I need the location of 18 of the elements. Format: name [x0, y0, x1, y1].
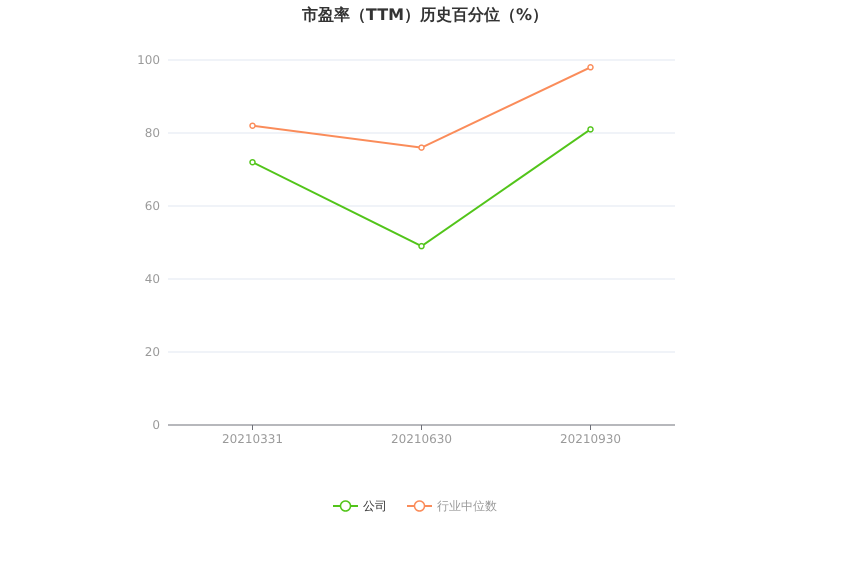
x-tick-label: 20210930 [560, 432, 622, 446]
y-tick-label: 0 [152, 418, 160, 432]
y-tick-label: 20 [144, 345, 160, 359]
point [587, 126, 594, 133]
point [418, 144, 425, 151]
x-tick-label: 20210630 [390, 432, 452, 446]
point [418, 242, 425, 250]
point [587, 64, 594, 71]
legend-label: 公司 [363, 499, 387, 513]
y-tick-label: 100 [137, 53, 160, 67]
y-tick-label: 80 [144, 126, 160, 140]
chart-title: 市盈率（TTM）历史百分位（%） [300, 5, 548, 24]
y-tick-label: 40 [144, 272, 160, 286]
y-tick-label: 60 [144, 199, 160, 213]
point [249, 158, 256, 166]
x-tick-label: 20210331 [222, 432, 284, 446]
point [249, 122, 256, 129]
legend-label: 行业中位数 [437, 499, 497, 513]
